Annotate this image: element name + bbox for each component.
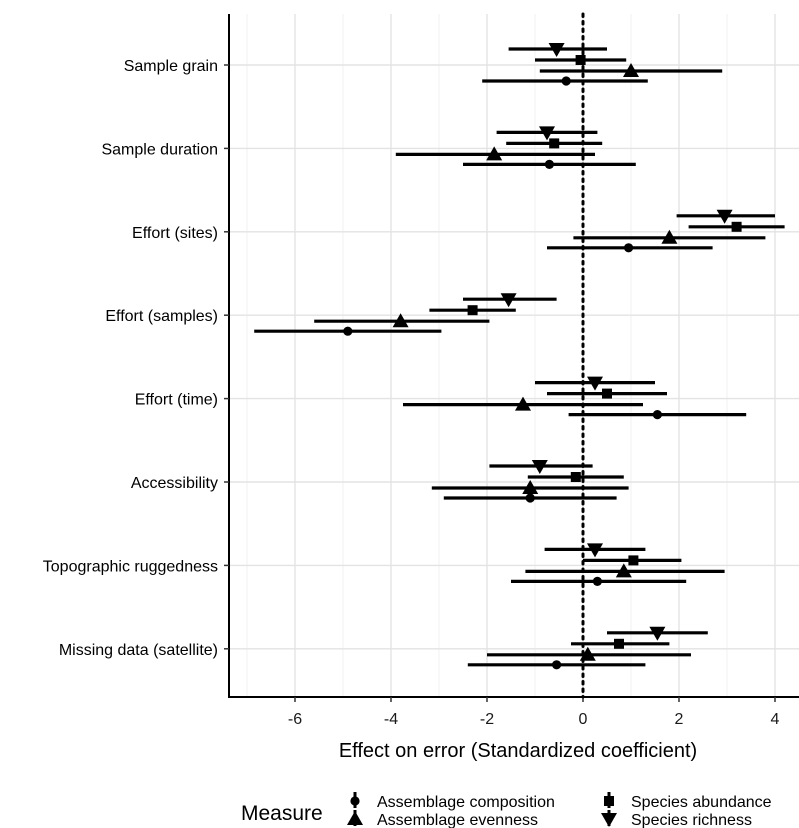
assemblage-evenness-point	[392, 313, 409, 328]
x-tick-label: 4	[771, 711, 780, 728]
x-tick-label: -4	[384, 711, 398, 728]
y-tick-label: Effort (sites)	[132, 225, 218, 242]
assemblage-composition-point	[624, 243, 634, 253]
axis-layer	[224, 14, 799, 702]
mark-layer	[254, 12, 785, 699]
assemblage-evenness-point	[515, 396, 531, 411]
assemblage-composition-point	[592, 576, 603, 587]
y-tick-label: Missing data (satellite)	[59, 642, 218, 659]
legend-title: Measure	[241, 802, 323, 825]
y-tick-label: Sample grain	[124, 58, 218, 75]
species-abundance-point	[575, 55, 586, 65]
assemblage-composition-point	[343, 326, 353, 336]
legend-key-assemblage-evenness	[347, 811, 363, 825]
species-abundance-point	[628, 555, 639, 566]
species-richness-point	[587, 543, 603, 558]
y-tick-label: Accessibility	[131, 475, 218, 492]
y-tick-label: Effort (samples)	[105, 308, 218, 325]
assemblage-composition-point	[561, 76, 571, 86]
assemblage-evenness-point	[623, 63, 639, 77]
species-richness-point	[649, 626, 666, 641]
y-tick-label: Topographic ruggedness	[43, 558, 218, 575]
legend-label-species-richness: Species richness	[631, 812, 752, 828]
species-richness-point	[531, 460, 548, 474]
legend-key-species-richness	[601, 813, 617, 827]
assemblage-evenness-point	[522, 480, 539, 494]
legend-label-species-abundance: Species abundance	[631, 794, 772, 811]
y-tick-label: Effort (time)	[135, 392, 218, 409]
x-tick-label: -6	[288, 711, 302, 728]
x-tick-label: 2	[675, 711, 684, 728]
species-richness-point	[548, 43, 565, 57]
x-axis-label: Effect on error (Standardized coefficien…	[339, 740, 697, 762]
species-abundance-point	[731, 221, 742, 232]
assemblage-composition-point	[652, 410, 663, 420]
assemblage-evenness-point	[615, 563, 632, 578]
species-abundance-point	[549, 138, 560, 149]
legend-label-assemblage-evenness: Assemblage evenness	[377, 812, 538, 828]
species-abundance-point	[602, 388, 612, 399]
legend-label-assemblage-composition: Assemblage composition	[377, 794, 555, 811]
species-richness-point	[716, 209, 733, 224]
assemblage-evenness-point	[579, 646, 596, 661]
species-richness-point	[500, 293, 517, 308]
x-tick-label: -2	[480, 711, 494, 728]
species-richness-point	[539, 126, 555, 141]
y-tick-label: Sample duration	[101, 141, 218, 158]
species-abundance-point	[467, 305, 478, 316]
legend-key-species-abundance	[604, 796, 614, 806]
label-layer: Effect on error (Standardized coefficien…	[43, 58, 780, 762]
assemblage-evenness-point	[486, 146, 503, 161]
assemblage-composition-point	[544, 159, 555, 169]
species-abundance-point	[614, 638, 624, 649]
legend-key-assemblage-composition	[350, 796, 360, 806]
assemblage-composition-point	[552, 660, 562, 670]
x-tick-label: 0	[579, 711, 588, 728]
species-abundance-point	[570, 472, 581, 482]
legend: Measure Assemblage compositionAssemblage…	[241, 792, 772, 828]
assemblage-composition-point	[525, 493, 535, 503]
grid-layer	[229, 14, 799, 697]
species-richness-point	[587, 376, 603, 391]
assemblage-evenness-point	[661, 229, 678, 244]
